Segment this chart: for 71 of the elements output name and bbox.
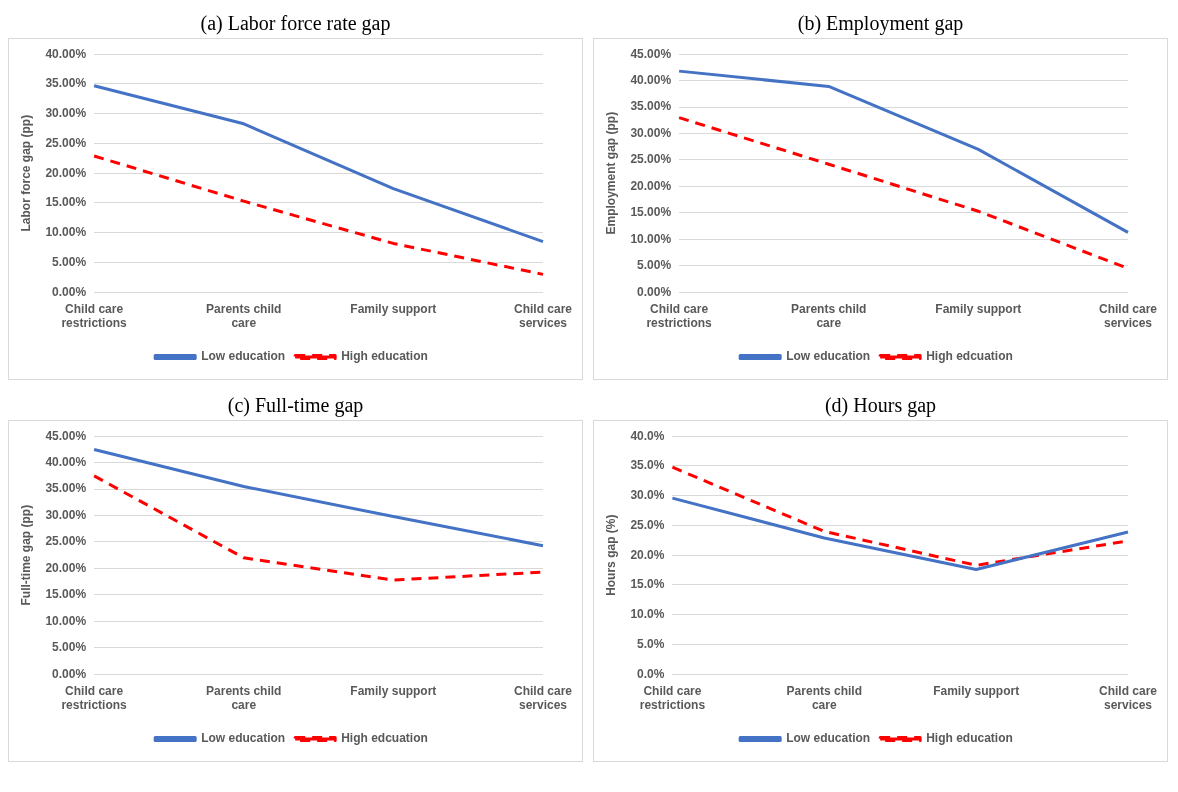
legend-label: Low education — [201, 731, 286, 746]
y-tick-label: 5.0% — [637, 636, 665, 651]
y-axis-title: Labor force gap (pp) — [18, 114, 33, 232]
y-axis-title: Full-time gap (pp) — [18, 504, 33, 606]
x-tick-label: Child care restrictions — [61, 683, 128, 713]
y-tick-label: 30.00% — [45, 507, 87, 522]
x-tick-label: Family support — [350, 683, 437, 698]
y-tick-label: 40.00% — [45, 46, 87, 61]
x-tick-label: Parents child care — [786, 683, 862, 713]
legend-label: Low education — [201, 349, 286, 364]
y-axis-title: Employment gap (pp) — [603, 111, 618, 235]
x-tick-label: Family support — [933, 683, 1020, 698]
y-tick-label: 15.00% — [45, 195, 87, 210]
y-tick-label: 20.00% — [45, 560, 87, 575]
legend-label: High education — [926, 731, 1013, 746]
x-tick-label: Family support — [350, 301, 437, 316]
x-tick-label: Family support — [935, 301, 1022, 316]
x-tick-label: Child care services — [1098, 301, 1158, 331]
y-tick-label: 35.00% — [45, 76, 87, 91]
y-tick-label: 15.00% — [45, 587, 87, 602]
y-tick-label: 45.00% — [630, 46, 672, 61]
x-tick-label: Parents child care — [206, 301, 282, 331]
y-tick-label: 45.00% — [45, 428, 87, 443]
y-axis-title: Hours gap (%) — [603, 514, 618, 596]
legend-label: High edcuation — [341, 731, 428, 746]
y-tick-label: 0.00% — [637, 284, 672, 299]
legend-label: Low education — [786, 731, 871, 746]
y-tick-label: 5.00% — [52, 254, 87, 269]
chart-title: (a) Labor force rate gap — [199, 11, 392, 37]
x-tick-label: Parents child care — [206, 683, 282, 713]
y-tick-label: 0.0% — [637, 666, 665, 681]
y-tick-label: 40.0% — [630, 428, 665, 443]
x-tick-label: Child care services — [513, 683, 573, 713]
legend-label: Low education — [786, 349, 871, 364]
y-tick-label: 35.00% — [45, 481, 87, 496]
y-tick-label: 30.00% — [45, 106, 87, 121]
y-tick-label: 5.00% — [52, 640, 87, 655]
x-tick-label: Child care services — [513, 301, 573, 331]
y-tick-label: 15.00% — [630, 205, 672, 220]
chart-title: (c) Full-time gap — [226, 393, 365, 419]
x-tick-label: Child care services — [1098, 683, 1158, 713]
line-series — [92, 154, 545, 276]
y-tick-label: 10.0% — [630, 607, 665, 622]
y-tick-label: 25.0% — [630, 517, 665, 532]
x-tick-label: Child care restrictions — [61, 301, 128, 331]
legend-label: High education — [341, 349, 428, 364]
x-tick-label: Parents child care — [791, 301, 867, 331]
y-tick-label: 10.00% — [45, 225, 87, 240]
y-tick-label: 25.00% — [45, 135, 87, 150]
y-tick-label: 40.00% — [45, 454, 87, 469]
y-tick-label: 30.0% — [630, 488, 665, 503]
y-tick-label: 40.00% — [630, 72, 672, 87]
y-tick-label: 10.00% — [630, 231, 672, 246]
chart-title: (b) Employment gap — [796, 11, 965, 37]
legend-label: High edcuation — [926, 349, 1013, 364]
y-tick-label: 35.00% — [630, 99, 672, 114]
y-tick-label: 0.00% — [52, 666, 87, 681]
y-tick-label: 5.00% — [637, 258, 672, 273]
y-tick-label: 15.0% — [630, 577, 665, 592]
y-tick-label: 0.00% — [52, 284, 87, 299]
y-tick-label: 30.00% — [630, 125, 672, 140]
y-tick-label: 20.00% — [630, 178, 672, 193]
y-tick-label: 20.0% — [630, 547, 665, 562]
chart-title: (d) Hours gap — [823, 393, 938, 419]
y-tick-label: 20.00% — [45, 165, 87, 180]
x-tick-label: Child care restrictions — [646, 301, 713, 331]
y-tick-label: 25.00% — [45, 534, 87, 549]
y-tick-label: 35.0% — [630, 458, 665, 473]
y-tick-label: 10.00% — [45, 613, 87, 628]
y-tick-label: 25.00% — [630, 152, 672, 167]
x-tick-label: Child care restrictions — [639, 683, 706, 713]
